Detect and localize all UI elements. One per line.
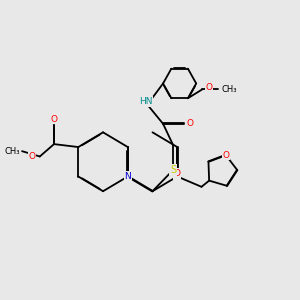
Text: O: O bbox=[222, 151, 229, 160]
Text: O: O bbox=[174, 169, 181, 178]
Text: O: O bbox=[206, 83, 213, 92]
Text: S: S bbox=[170, 165, 176, 175]
Text: O: O bbox=[186, 119, 193, 128]
Text: HN: HN bbox=[139, 97, 153, 106]
Text: N: N bbox=[174, 172, 181, 181]
Text: CH₃: CH₃ bbox=[221, 85, 237, 94]
Text: O: O bbox=[28, 152, 35, 161]
Text: O: O bbox=[50, 115, 58, 124]
Text: CH₃: CH₃ bbox=[4, 147, 20, 156]
Text: N: N bbox=[124, 172, 131, 181]
